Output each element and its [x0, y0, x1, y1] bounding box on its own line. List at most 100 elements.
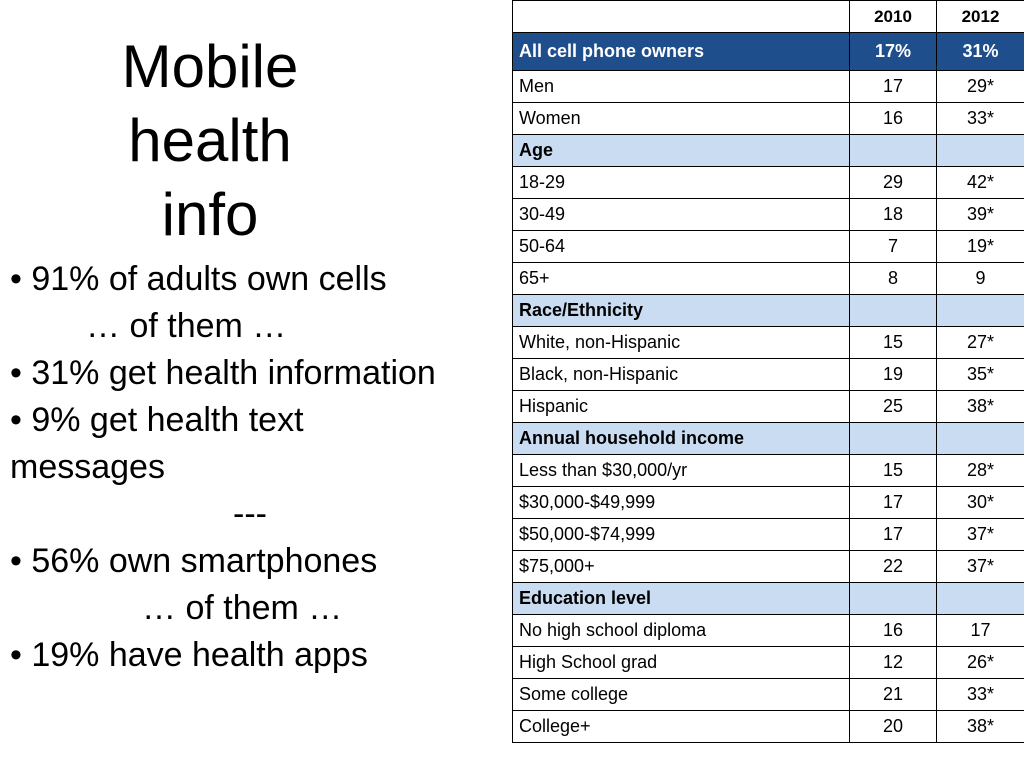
value-2010: 25	[849, 390, 937, 423]
bullet-health-text-messages: • 9% get health text	[10, 401, 304, 439]
table-section-row: Race/Ethnicity	[512, 294, 1024, 327]
bullet-list: • 91% of adults own cells … of them … • …	[10, 256, 500, 679]
value-2010: 15	[849, 326, 937, 359]
bullet-subtext-2: … of them …	[142, 589, 343, 627]
value-2010: 16	[849, 102, 937, 135]
title-line-3: info	[161, 181, 259, 248]
value-2010: 20	[849, 710, 937, 743]
table-row: Men 17 29*	[512, 70, 1024, 103]
bullet-health-information: • 31% get health information	[10, 354, 436, 392]
row-label: Women	[512, 102, 850, 135]
value-2010: 21	[849, 678, 937, 711]
row-label: Race/Ethnicity	[512, 294, 850, 327]
value-2012: 9	[936, 262, 1024, 295]
bullet-adults-own-cells: • 91% of adults own cells	[10, 260, 387, 298]
value-2010: 22	[849, 550, 937, 583]
row-label: White, non-Hispanic	[512, 326, 850, 359]
table-section-row: Age	[512, 134, 1024, 167]
value-2012: 35*	[936, 358, 1024, 391]
value-2010	[849, 582, 937, 615]
value-2012: 28*	[936, 454, 1024, 487]
bullet-subtext: … of them …	[86, 307, 287, 345]
row-label: No high school diploma	[512, 614, 850, 647]
table-total-row: All cell phone owners 17% 31%	[512, 32, 1024, 71]
table-row: High School grad 12 26*	[512, 646, 1024, 679]
row-label: Education level	[512, 582, 850, 615]
row-label: 65+	[512, 262, 850, 295]
value-2010	[849, 422, 937, 455]
value-2012: 38*	[936, 390, 1024, 423]
value-2012: 27*	[936, 326, 1024, 359]
value-2010: 15	[849, 454, 937, 487]
value-2010: 18	[849, 198, 937, 231]
row-label: Age	[512, 134, 850, 167]
value-2010: 17	[849, 518, 937, 551]
value-2010: 29	[849, 166, 937, 199]
value-2010: 12	[849, 646, 937, 679]
row-label: $50,000-$74,999	[512, 518, 850, 551]
row-label: 30-49	[512, 198, 850, 231]
value-2012: 42*	[936, 166, 1024, 199]
table-row: Women 16 33*	[512, 102, 1024, 135]
row-label: $30,000-$49,999	[512, 486, 850, 519]
value-2012: 29*	[936, 70, 1024, 103]
value-2012	[936, 422, 1024, 455]
value-2012: 30*	[936, 486, 1024, 519]
value-2010: 17	[849, 486, 937, 519]
bullet-divider: ---	[233, 495, 267, 533]
title-line-2: health	[128, 107, 292, 174]
row-label: Black, non-Hispanic	[512, 358, 850, 391]
table-row: Some college 21 33*	[512, 678, 1024, 711]
header-2012: 2012	[936, 0, 1024, 33]
bullet-health-text-messages-cont: messages	[10, 448, 165, 486]
row-label: High School grad	[512, 646, 850, 679]
bullet-own-smartphones: • 56% own smartphones	[10, 542, 378, 580]
value-2010: 8	[849, 262, 937, 295]
value-2012: 38*	[936, 710, 1024, 743]
value-2012: 37*	[936, 518, 1024, 551]
value-2012: 33*	[936, 102, 1024, 135]
value-2012: 26*	[936, 646, 1024, 679]
table-row: Hispanic 25 38*	[512, 390, 1024, 423]
value-2012	[936, 134, 1024, 167]
value-2010: 16	[849, 614, 937, 647]
value-2010	[849, 294, 937, 327]
row-label: Hispanic	[512, 390, 850, 423]
value-2010	[849, 134, 937, 167]
row-label: Less than $30,000/yr	[512, 454, 850, 487]
table-row: $30,000-$49,999 17 30*	[512, 486, 1024, 519]
row-label: 18-29	[512, 166, 850, 199]
header-label-cell	[512, 0, 850, 33]
row-label: 50-64	[512, 230, 850, 263]
table-row: Less than $30,000/yr 15 28*	[512, 454, 1024, 487]
value-2012: 33*	[936, 678, 1024, 711]
table-row: College+ 20 38*	[512, 710, 1024, 743]
table-row: Black, non-Hispanic 19 35*	[512, 358, 1024, 391]
header-2010: 2010	[849, 0, 937, 33]
table-row: No high school diploma 16 17	[512, 614, 1024, 647]
total-2012: 31%	[936, 32, 1024, 71]
value-2012: 17	[936, 614, 1024, 647]
value-2012	[936, 294, 1024, 327]
row-label: Annual household income	[512, 422, 850, 455]
table-row: 18-29 29 42*	[512, 166, 1024, 199]
table-row: 50-64 7 19*	[512, 230, 1024, 263]
table-row: 65+ 8 9	[512, 262, 1024, 295]
total-label: All cell phone owners	[512, 32, 850, 71]
total-2010: 17%	[849, 32, 937, 71]
value-2010: 19	[849, 358, 937, 391]
table-header-row: 2010 2012	[512, 0, 1024, 33]
health-info-table: 2010 2012 All cell phone owners 17% 31% …	[512, 0, 1024, 743]
table-row: $75,000+ 22 37*	[512, 550, 1024, 583]
title-line-1: Mobile	[121, 33, 299, 100]
table-row: White, non-Hispanic 15 27*	[512, 326, 1024, 359]
row-label: $75,000+	[512, 550, 850, 583]
bullet-health-apps: • 19% have health apps	[10, 636, 368, 674]
value-2012: 39*	[936, 198, 1024, 231]
table-section-row: Education level	[512, 582, 1024, 615]
table-row: $50,000-$74,999 17 37*	[512, 518, 1024, 551]
row-label: Men	[512, 70, 850, 103]
row-label: College+	[512, 710, 850, 743]
value-2010: 17	[849, 70, 937, 103]
value-2012	[936, 582, 1024, 615]
